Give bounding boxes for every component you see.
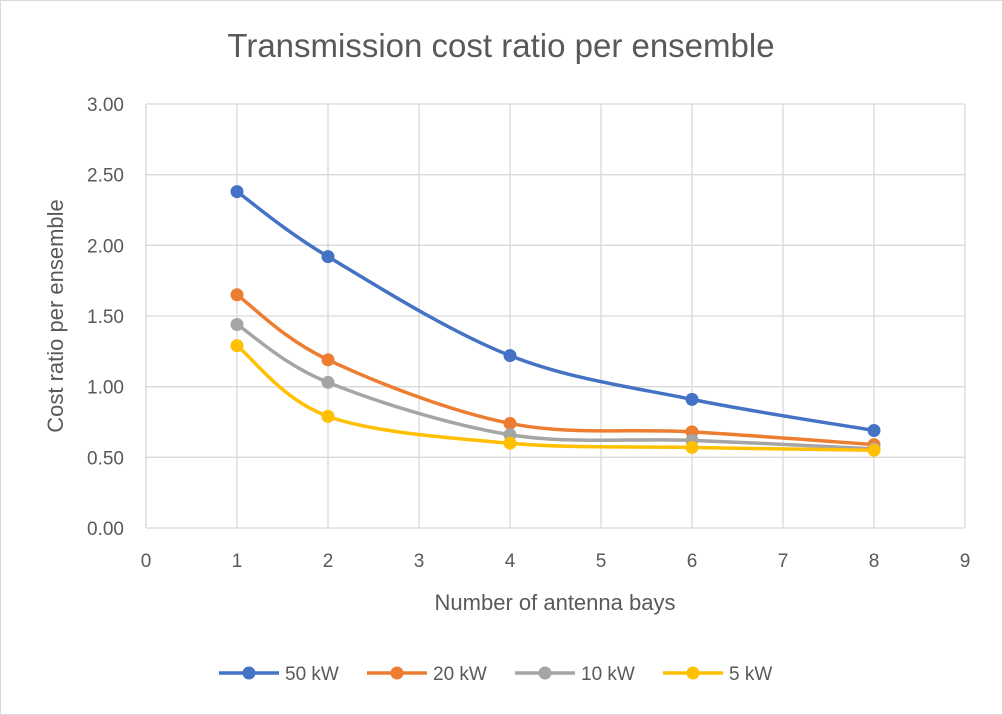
series-line xyxy=(235,322,876,451)
y-tick-label: 3.00 xyxy=(87,95,124,116)
legend-label: 50 kW xyxy=(285,664,339,685)
x-axis-title: Number of antenna bays xyxy=(435,590,676,615)
series-5-kw xyxy=(230,339,881,457)
x-tick-label: 2 xyxy=(323,551,334,572)
legend-label: 20 kW xyxy=(433,664,487,685)
data-point xyxy=(867,443,881,457)
legend-marker xyxy=(538,666,552,680)
legend-marker xyxy=(242,666,256,680)
x-axis-ticks: 0 1 2 3 4 5 6 7 8 9 xyxy=(141,551,971,572)
x-tick-label: 4 xyxy=(505,551,516,572)
x-tick-label: 9 xyxy=(960,551,971,572)
y-axis-title: Cost ratio per ensemble xyxy=(43,199,68,433)
series-line xyxy=(235,293,876,447)
legend: 50 kW 20 kW 10 kW 5 kW xyxy=(219,664,772,685)
y-tick-label: 2.00 xyxy=(87,236,124,257)
x-tick-label: 7 xyxy=(778,551,789,572)
legend-entry: 5 kW xyxy=(663,664,772,685)
y-tick-label: 1.50 xyxy=(87,307,124,328)
data-point xyxy=(503,416,517,430)
legend-entry: 20 kW xyxy=(367,664,487,685)
series-line xyxy=(235,189,876,433)
y-tick-label: 1.00 xyxy=(87,378,124,399)
data-point xyxy=(867,423,881,437)
data-point xyxy=(685,440,699,454)
y-tick-label: 0.00 xyxy=(87,519,124,540)
legend-label: 10 kW xyxy=(581,664,635,685)
y-tick-label: 2.50 xyxy=(87,166,124,187)
data-point xyxy=(503,436,517,450)
data-point xyxy=(230,339,244,353)
gridlines xyxy=(145,103,966,529)
series-line xyxy=(235,343,876,453)
y-axis-ticks: 0.00 0.50 1.00 1.50 2.00 2.50 3.00 xyxy=(87,95,124,540)
legend-entry: 10 kW xyxy=(515,664,635,685)
data-point xyxy=(503,349,517,363)
legend-marker xyxy=(686,666,700,680)
x-tick-label: 3 xyxy=(414,551,425,572)
data-point xyxy=(230,288,244,302)
data-point xyxy=(321,250,335,264)
legend-label: 5 kW xyxy=(729,664,772,685)
legend-entry: 50 kW xyxy=(219,664,339,685)
data-point xyxy=(321,353,335,367)
x-tick-label: 8 xyxy=(869,551,880,572)
x-tick-label: 1 xyxy=(232,551,243,572)
chart-title: Transmission cost ratio per ensemble xyxy=(227,27,774,64)
legend-marker xyxy=(390,666,404,680)
data-point xyxy=(685,392,699,406)
data-point xyxy=(230,317,244,331)
data-point xyxy=(321,375,335,389)
series-group xyxy=(230,185,881,457)
x-tick-label: 0 xyxy=(141,551,152,572)
data-point xyxy=(230,185,244,199)
series-50-kw xyxy=(230,185,881,437)
data-point xyxy=(321,409,335,423)
y-tick-label: 0.50 xyxy=(87,448,124,469)
x-tick-label: 6 xyxy=(687,551,698,572)
x-tick-label: 5 xyxy=(596,551,607,572)
